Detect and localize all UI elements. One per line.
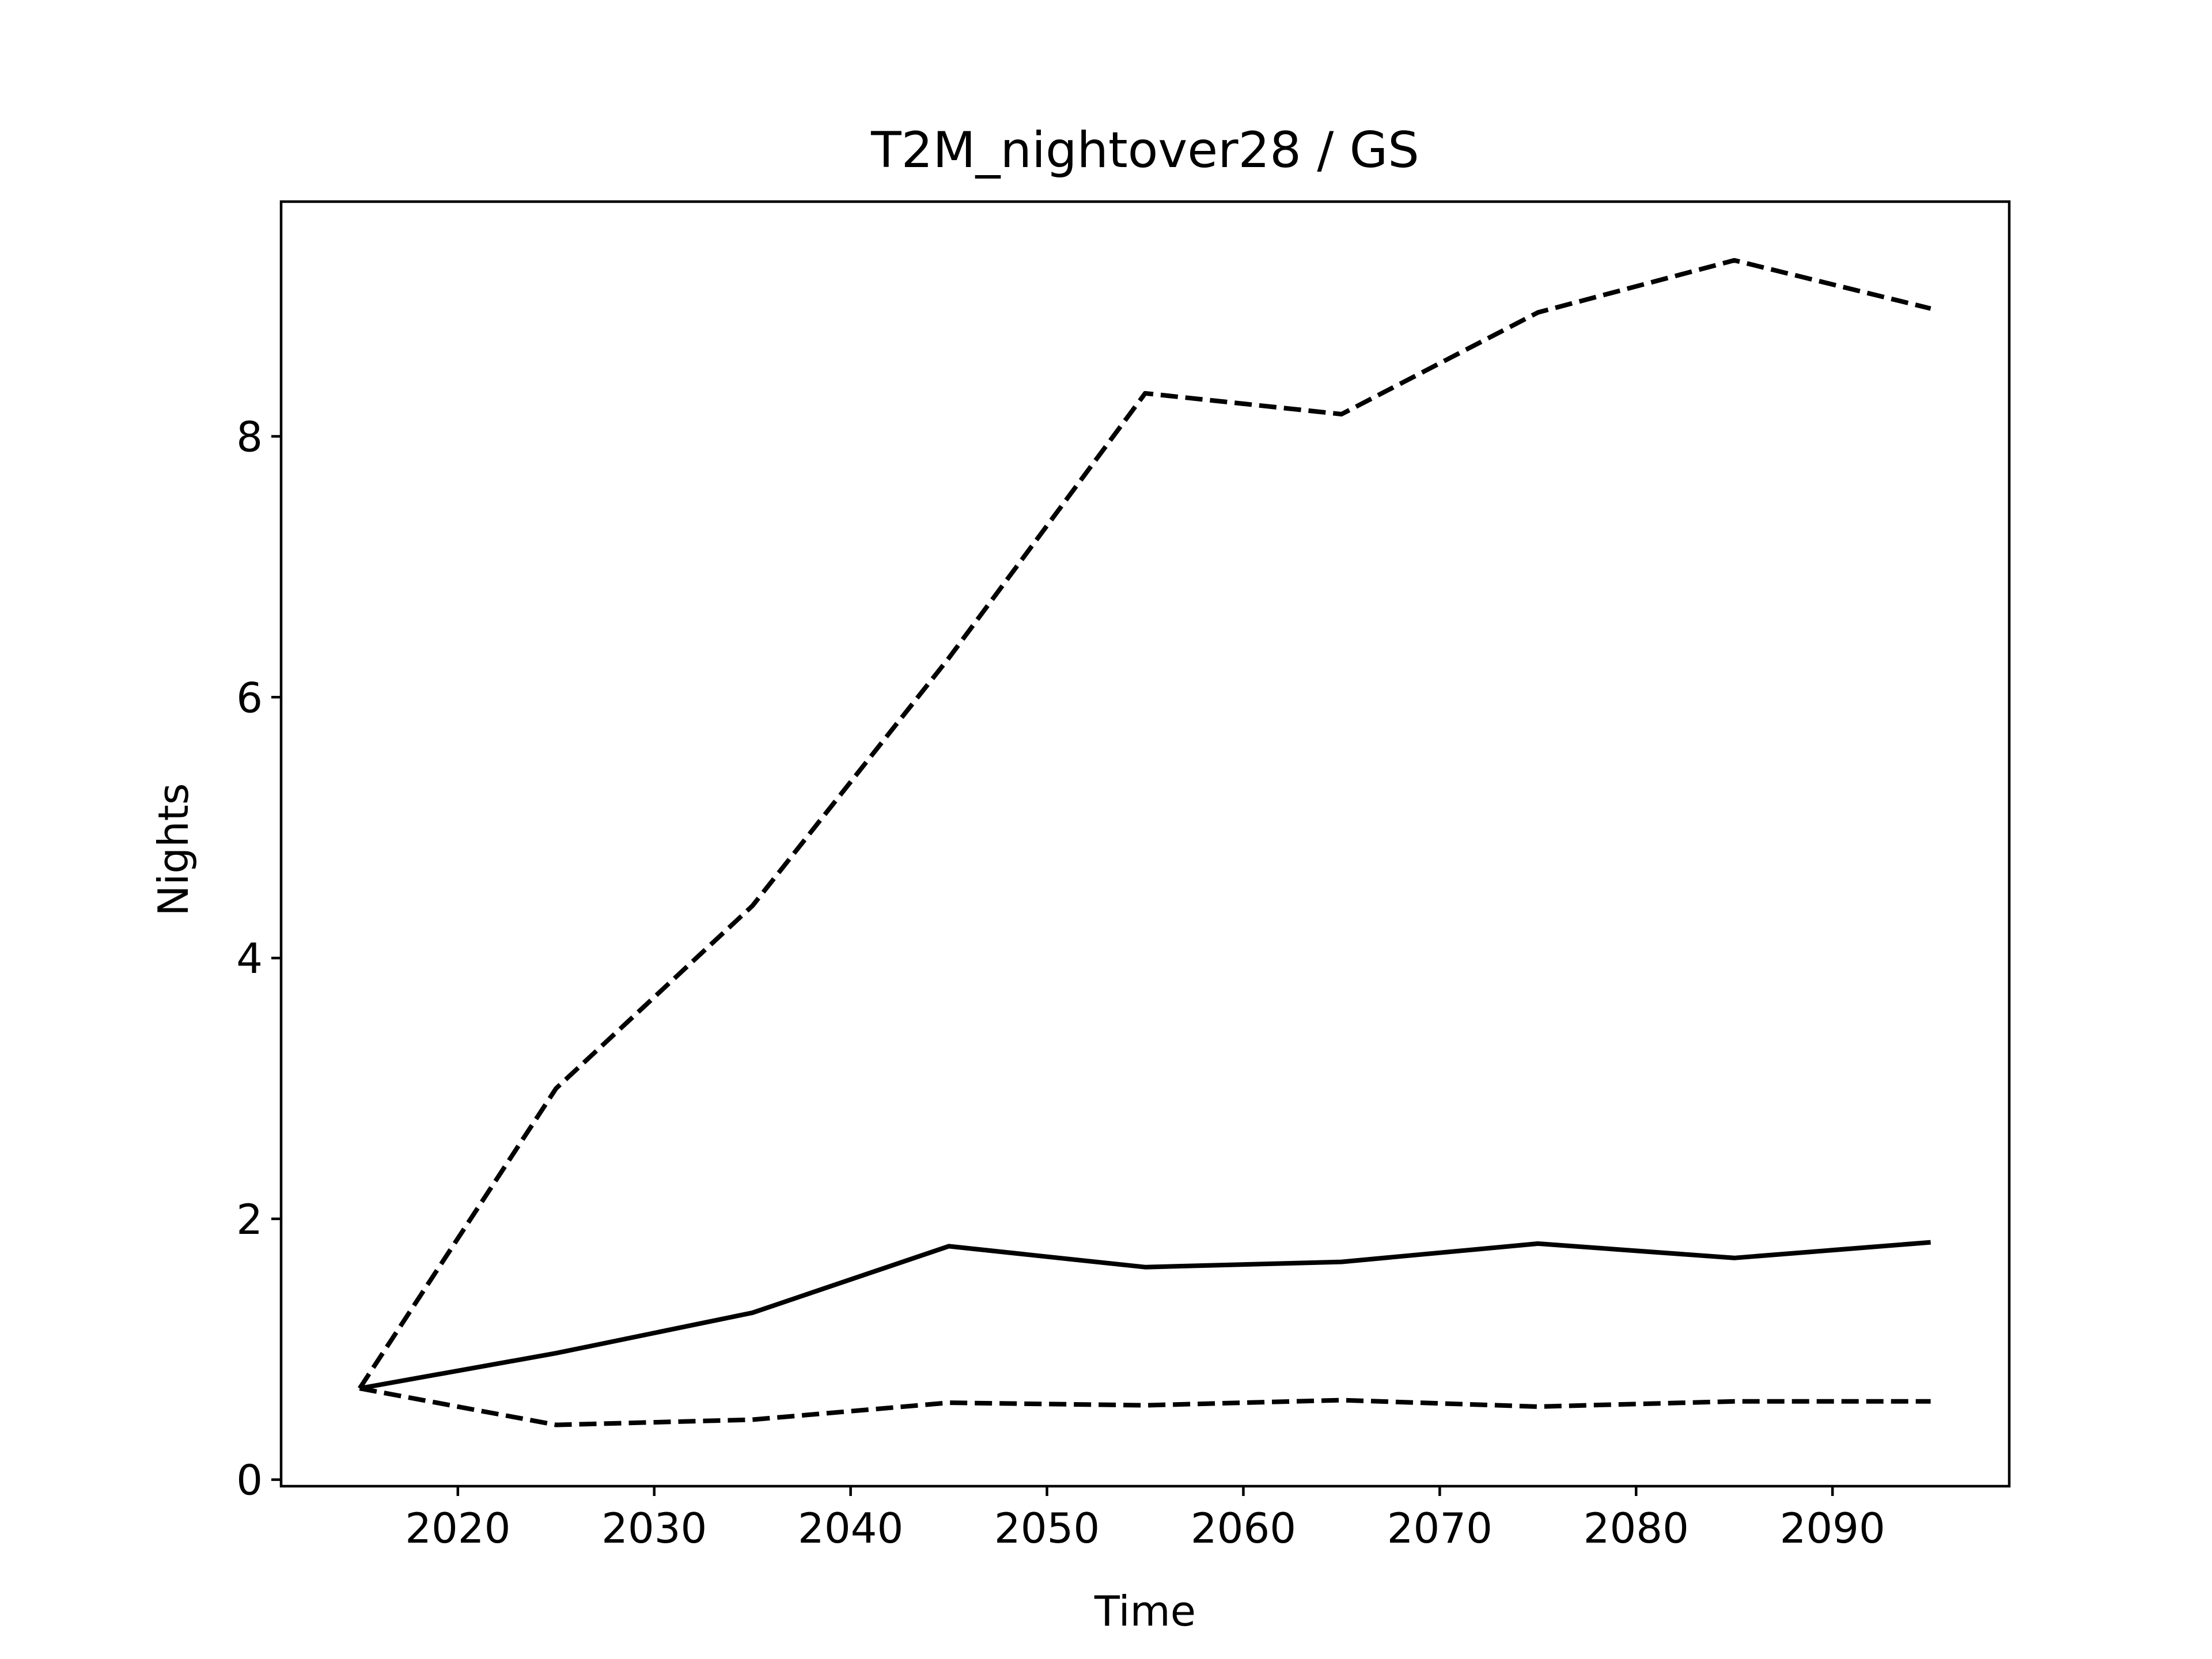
x-tick-label: 2040: [798, 1504, 903, 1552]
chart-title: T2M_nightover28 / GS: [870, 122, 1419, 179]
series-line-3-dashed: [359, 1386, 1931, 1427]
y-tick-label: 6: [236, 673, 263, 722]
series-line-2-solid: [359, 1240, 1931, 1391]
y-tick-label: 0: [236, 1456, 263, 1505]
x-axis: 2020 2030 2040 2050 2060 2070 2080 2090: [405, 1486, 1885, 1552]
y-axis: 0 2 4 6 8: [236, 413, 281, 1505]
x-tick-label: 2030: [601, 1504, 707, 1552]
series-layer: [358, 257, 1931, 1427]
y-tick-label: 2: [236, 1195, 263, 1244]
plot-area-frame: [279, 200, 2011, 1488]
y-axis-label: Nights: [149, 783, 198, 916]
x-axis-label: Time: [1094, 1587, 1196, 1635]
x-tick-label: 2080: [1584, 1504, 1689, 1552]
x-tick-label: 2020: [405, 1504, 510, 1552]
x-tick-label: 2060: [1191, 1504, 1296, 1552]
x-tick-label: 2070: [1387, 1504, 1493, 1552]
x-tick-label: 2050: [994, 1504, 1100, 1552]
y-tick-label: 4: [236, 934, 263, 983]
series-line-1-dashed: [358, 257, 1931, 1390]
y-tick-label: 8: [236, 413, 263, 461]
x-tick-label: 2090: [1780, 1504, 1885, 1552]
